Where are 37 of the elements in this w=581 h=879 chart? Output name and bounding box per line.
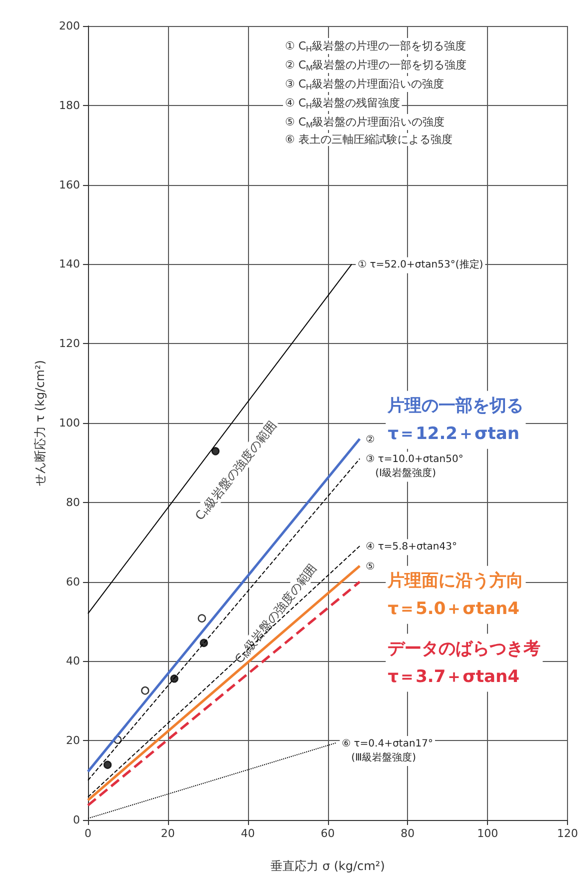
annotation: ① τ=52.0+σtan53°(推定) bbox=[358, 258, 484, 271]
y-tick-label: 100 bbox=[59, 416, 80, 430]
x-tick-label: 40 bbox=[240, 827, 255, 840]
y-tick-label: 140 bbox=[59, 258, 80, 271]
annotation: ③ τ=10.0+σtan50° (Ⅰ級岩盤強度) bbox=[366, 454, 464, 480]
series-label: 片理の一部を切る τ＝12.2＋σtan bbox=[386, 396, 524, 444]
y-tick-label: 120 bbox=[59, 337, 80, 350]
point bbox=[198, 614, 206, 622]
x-tick-label: 120 bbox=[557, 827, 578, 840]
point bbox=[211, 447, 220, 456]
x-tick-label: 20 bbox=[160, 827, 175, 840]
annotation: CH級岩盤の強度の範囲 bbox=[192, 418, 280, 523]
point bbox=[170, 674, 178, 683]
x-tick-label: 80 bbox=[400, 827, 415, 840]
annotation: ⑥ τ=0.4+σtan17° (Ⅲ級岩盤強度) bbox=[342, 738, 434, 764]
annotation: ④ τ=5.8+σtan43° bbox=[366, 542, 457, 553]
y-tick-label: 20 bbox=[66, 734, 80, 748]
annotation: ② bbox=[366, 434, 375, 446]
y-tick-label: 160 bbox=[59, 178, 80, 192]
y-tick-label: 40 bbox=[66, 654, 80, 668]
point bbox=[103, 760, 112, 769]
y-tick-label: 60 bbox=[66, 575, 80, 588]
series-label: 片理面に沿う方向 τ＝5.0＋σtan4 bbox=[386, 570, 524, 619]
y-tick-label: 180 bbox=[59, 98, 80, 112]
x-axis-title: 垂直応力 σ (kg/cm²) bbox=[270, 859, 385, 873]
y-tick-label: 0 bbox=[73, 814, 80, 826]
x-tick-label: 60 bbox=[320, 827, 335, 840]
y-axis-title: せん断応力 τ (kg/cm²) bbox=[33, 360, 47, 486]
annotation: CM級岩盤の強度の範囲 bbox=[232, 561, 320, 666]
annotation: ⑥ 表土の三軸圧縮試験による強度 bbox=[285, 133, 452, 146]
point bbox=[141, 686, 150, 695]
x-tick-label: 0 bbox=[84, 827, 92, 840]
y-tick-label: 200 bbox=[59, 20, 80, 32]
annotation: ⑤ bbox=[366, 561, 375, 572]
x-tick-label: 100 bbox=[477, 827, 498, 840]
text: データのばらつき考 τ＝3.7＋σtan4 bbox=[388, 638, 541, 687]
y-tick-label: 80 bbox=[66, 496, 80, 509]
